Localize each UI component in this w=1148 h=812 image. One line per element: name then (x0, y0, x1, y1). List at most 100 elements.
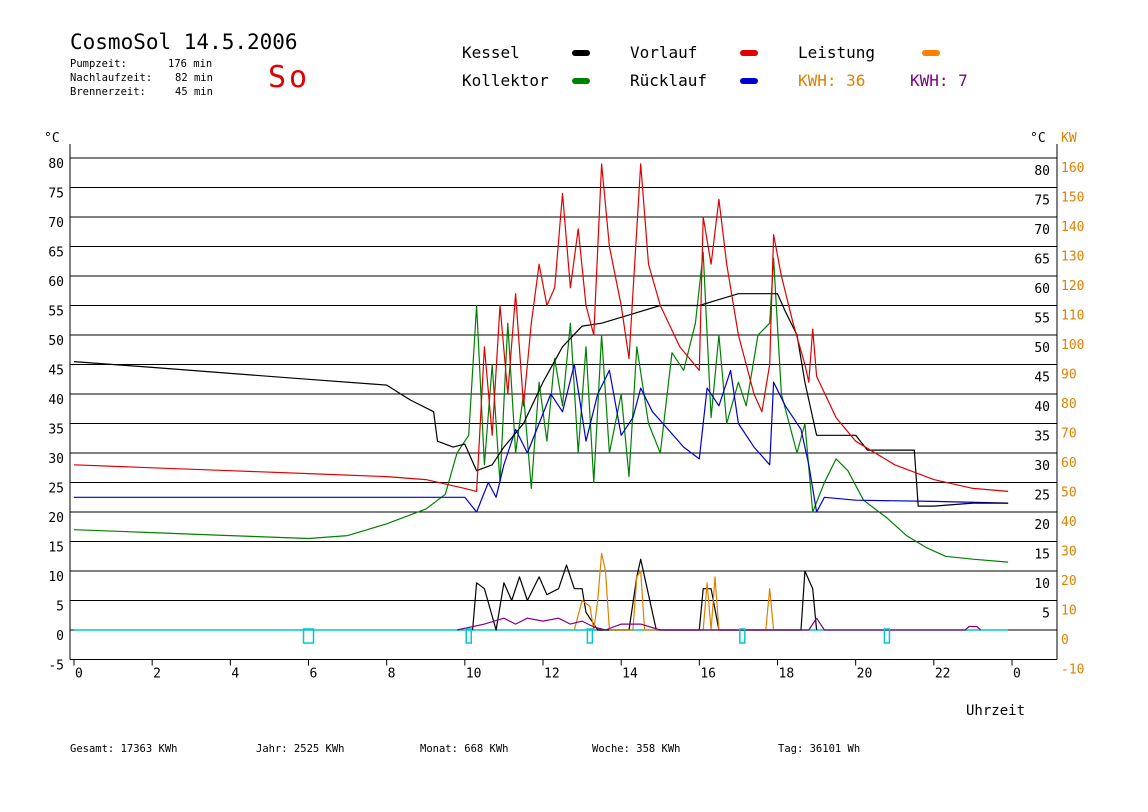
y-tick-left: 55 (48, 305, 64, 320)
nachlaufzeit-label: Nachlaufzeit: (70, 72, 153, 84)
y-tick-right-power: 140 (1061, 220, 1084, 235)
y-tick-right-temp: 25 (1034, 489, 1050, 504)
y-tick-right-power: 160 (1061, 161, 1084, 176)
legend-kessel-label: Kessel (462, 43, 520, 62)
y-tick-right-temp: 70 (1034, 223, 1050, 238)
y-tick-right-power: 150 (1061, 191, 1084, 206)
y-tick-right-power: 100 (1061, 338, 1084, 353)
x-tick-label: 10 (466, 667, 482, 682)
x-tick-label: 20 (857, 667, 873, 682)
series-line-unnamed-5 (573, 552, 775, 631)
y-tick-left: 40 (48, 393, 64, 408)
legend-leistung-label: Leistung (798, 43, 876, 62)
y-tick-right-temp: 55 (1034, 312, 1050, 327)
y-tick-left: 75 (48, 187, 64, 202)
day-label: So (268, 60, 311, 95)
y-unit-right-power: KW (1061, 131, 1077, 146)
x-tick-label: 14 (622, 667, 638, 682)
y-tick-right-power: 40 (1061, 515, 1077, 530)
x-tick-label: 0 (75, 667, 83, 682)
kwh-orange-value: KWH: 36 (798, 71, 866, 90)
y-tick-left: 35 (48, 423, 64, 438)
chart-title: CosmoSol 14.5.2006 (70, 30, 298, 54)
y-tick-right-power: 90 (1061, 368, 1077, 383)
y-unit-left: °C (44, 131, 60, 146)
x-tick-label: 8 (388, 667, 396, 682)
series-line-kessel (73, 293, 1009, 507)
pumpzeit-value: 176 min (168, 58, 213, 70)
legend-kollektor-label: Kollektor (462, 71, 549, 90)
pump-marker (302, 628, 315, 644)
y-tick-left: 70 (48, 216, 64, 231)
pump-marker (883, 628, 891, 644)
y-tick-right-temp: 20 (1034, 518, 1050, 533)
y-tick-right-power: 120 (1061, 279, 1084, 294)
legend-vorlauf-swatch (740, 50, 758, 56)
legend-kollektor-swatch (572, 78, 590, 84)
series-line-rcklauf (74, 363, 1009, 513)
pump-marker (739, 628, 746, 644)
y-tick-left: 65 (48, 246, 64, 261)
y-tick-right-power: 30 (1061, 545, 1077, 560)
legend-kessel-swatch (572, 50, 590, 56)
series-line-unnamed-6 (456, 617, 982, 631)
footer-jahr: Jahr: 2525 KWh (256, 743, 345, 755)
y-tick-left: 45 (48, 364, 64, 379)
y-tick-left: 5 (56, 600, 64, 615)
x-tick-label: 4 (231, 667, 239, 682)
y-tick-right-temp: 35 (1034, 430, 1050, 445)
legend-ruecklauf-swatch (740, 78, 758, 84)
axes (69, 144, 1058, 666)
y-tick-right-temp: 65 (1034, 253, 1050, 268)
y-tick-right-power: 50 (1061, 486, 1077, 501)
footer-monat: Monat: 668 KWh (420, 743, 509, 755)
footer-woche: Woche: 358 KWh (592, 743, 681, 755)
y-tick-left: 15 (48, 541, 64, 556)
pump-marker (465, 628, 472, 644)
y-tick-right-power: 60 (1061, 456, 1077, 471)
y-tick-right-power: 80 (1061, 397, 1077, 412)
y-tick-left: 30 (48, 452, 64, 467)
y-tick-right-temp: 45 (1034, 371, 1050, 386)
y-tick-left: 50 (48, 334, 64, 349)
y-tick-left: 25 (48, 482, 64, 497)
y-tick-left: 0 (56, 629, 64, 644)
y-tick-right-temp: 75 (1034, 194, 1050, 209)
x-axis-label: Uhrzeit (966, 703, 1025, 719)
legend-ruecklauf-label: Rücklauf (630, 71, 708, 90)
y-tick-right-power: 0 (1061, 633, 1069, 648)
x-tick-label: 6 (310, 667, 318, 682)
y-tick-left: -5 (48, 659, 64, 674)
y-tick-right-power: 10 (1061, 604, 1077, 619)
footer-gesamt: Gesamt: 17363 KWh (70, 743, 178, 755)
x-tick-label: 12 (544, 667, 560, 682)
y-tick-left: 80 (48, 157, 64, 172)
y-tick-right-temp: 50 (1034, 341, 1050, 356)
y-tick-right-temp: 15 (1034, 548, 1050, 563)
brennerzeit-value: 45 min (175, 86, 213, 98)
pump-marker (586, 628, 594, 644)
y-tick-left: 20 (48, 511, 64, 526)
y-unit-right-temp: °C (1030, 131, 1046, 146)
y-tick-right-temp: 60 (1034, 282, 1050, 297)
y-tick-right-power: 110 (1061, 309, 1084, 324)
y-tick-right-power: 20 (1061, 574, 1077, 589)
nachlaufzeit-value: 82 min (175, 72, 213, 84)
y-tick-right-temp: 30 (1034, 459, 1050, 474)
y-tick-right-power: 130 (1061, 250, 1084, 265)
pumpzeit-label: Pumpzeit: (70, 58, 127, 70)
y-tick-left: 60 (48, 275, 64, 290)
y-tick-right-power: 70 (1061, 427, 1077, 442)
y-tick-right-temp: 10 (1034, 577, 1050, 592)
pump-markers (302, 628, 891, 644)
kwh-purple-value: KWH: 7 (910, 71, 968, 90)
footer-tag: Tag: 36101 Wh (778, 743, 861, 755)
y-tick-right-temp: 40 (1034, 400, 1050, 415)
series-lines (73, 163, 1009, 631)
y-tick-right-temp: 5 (1042, 607, 1050, 622)
series-line-kollektor (73, 251, 1009, 563)
y-tick-left: 10 (48, 570, 64, 585)
x-tick-label: 18 (779, 667, 795, 682)
y-tick-right-power: -10 (1061, 663, 1084, 678)
